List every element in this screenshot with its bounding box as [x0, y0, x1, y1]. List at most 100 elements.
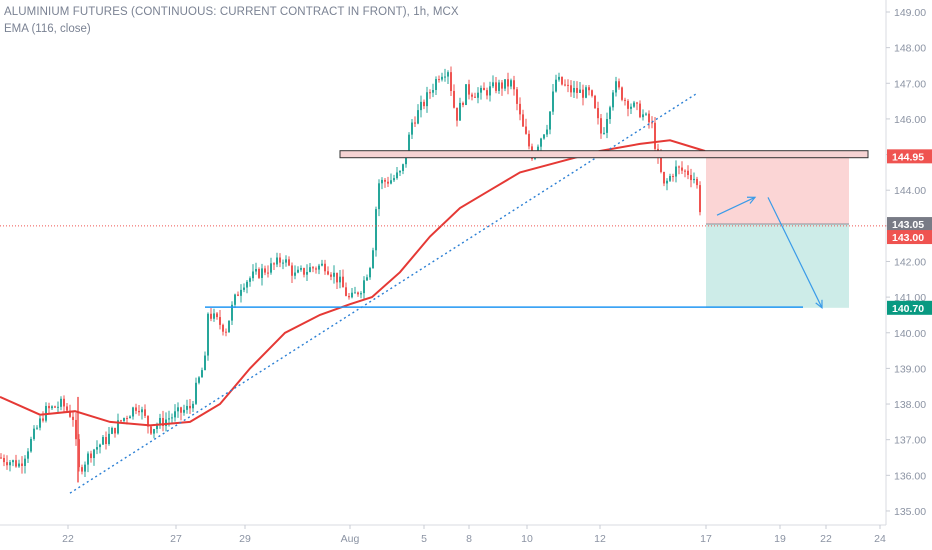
candle-up — [675, 166, 677, 177]
candle-down — [600, 118, 602, 134]
candle-up — [96, 447, 98, 450]
candle-up — [540, 138, 542, 147]
candle-up — [57, 406, 59, 408]
candle-down — [150, 426, 152, 434]
candle-down — [564, 84, 566, 86]
candle-up — [492, 82, 494, 87]
candle-up — [246, 281, 248, 288]
position-zones — [706, 156, 849, 308]
candle-up — [255, 268, 257, 272]
candle-down — [429, 92, 431, 94]
candle-up — [393, 178, 395, 181]
candle-down — [330, 274, 332, 277]
candle-up — [9, 462, 11, 466]
candle-up — [444, 76, 446, 78]
candle-down — [72, 416, 74, 420]
candle-down — [267, 272, 269, 274]
candle-up — [213, 313, 215, 319]
candle-up — [372, 250, 374, 269]
candle-down — [147, 415, 149, 427]
candle-up — [612, 92, 614, 108]
candle-down — [522, 114, 524, 127]
candle-down — [594, 95, 596, 109]
candle-up — [159, 417, 161, 426]
candle-up — [165, 419, 167, 427]
candle-up — [363, 280, 365, 294]
candle-up — [36, 427, 38, 429]
candle-down — [516, 89, 518, 104]
candle-down — [105, 437, 107, 444]
candle-down — [654, 122, 656, 149]
candle-up — [321, 263, 323, 266]
candle-down — [348, 295, 350, 298]
candle-up — [306, 271, 308, 275]
candle-down — [690, 174, 692, 181]
candle-up — [270, 263, 272, 273]
candle-down — [0, 457, 2, 459]
candle-down — [462, 102, 464, 105]
candle-up — [543, 134, 545, 139]
candle-up — [153, 429, 155, 434]
candle-up — [555, 79, 557, 92]
candle-up — [99, 444, 101, 448]
candle-down — [519, 103, 521, 115]
candle-down — [90, 453, 92, 459]
candle-down — [639, 103, 641, 118]
y-tick-label: 147.00 — [894, 78, 926, 90]
candle-up — [240, 289, 242, 296]
candle-up — [609, 107, 611, 120]
candle-up — [300, 268, 302, 270]
candle-down — [210, 313, 212, 319]
candle-down — [567, 84, 569, 86]
candle-up — [447, 72, 449, 77]
candle-down — [315, 268, 317, 270]
y-tick-label: 137.00 — [894, 435, 926, 447]
candle-down — [345, 287, 347, 296]
y-tick-label: 140.00 — [894, 328, 926, 340]
y-tick-label: 136.00 — [894, 470, 926, 482]
candle-up — [39, 418, 41, 428]
drawing-overlays — [0, 93, 886, 494]
candle-up — [480, 87, 482, 93]
candle-up — [33, 428, 35, 439]
candle-down — [468, 84, 470, 95]
candle-down — [225, 331, 227, 333]
candle-down — [303, 268, 305, 275]
candle-up — [108, 433, 110, 444]
candle-down — [324, 263, 326, 272]
candle-up — [546, 129, 548, 135]
candle-up — [606, 119, 608, 133]
candle-down — [627, 100, 629, 109]
candle-up — [375, 209, 377, 251]
candle-down — [495, 82, 497, 91]
candle-down — [135, 407, 137, 411]
candle-down — [291, 265, 293, 276]
candle-down — [483, 87, 485, 91]
candle-up — [24, 458, 26, 466]
candle-down — [507, 79, 509, 87]
candle-up — [432, 90, 434, 93]
candle-down — [423, 101, 425, 107]
candle-down — [597, 108, 599, 119]
candle-down — [342, 276, 344, 288]
candle-up — [615, 81, 617, 93]
candle-down — [588, 87, 590, 91]
candle-up — [228, 320, 230, 333]
y-tick-label: 138.00 — [894, 399, 926, 411]
x-tick-label: 22 — [820, 533, 832, 545]
candle-down — [501, 82, 503, 89]
candle-up — [285, 259, 287, 263]
candle-down — [162, 417, 164, 427]
candle-down — [387, 181, 389, 184]
x-tick-label: 12 — [594, 533, 606, 545]
price-label-badge — [887, 230, 932, 245]
candle-up — [366, 277, 368, 281]
candle-down — [180, 407, 182, 413]
candle-down — [636, 102, 638, 104]
candle-up — [51, 406, 53, 409]
candle-up — [510, 80, 512, 87]
candle-down — [438, 79, 440, 81]
candle-down — [651, 122, 653, 124]
candle-up — [489, 86, 491, 96]
